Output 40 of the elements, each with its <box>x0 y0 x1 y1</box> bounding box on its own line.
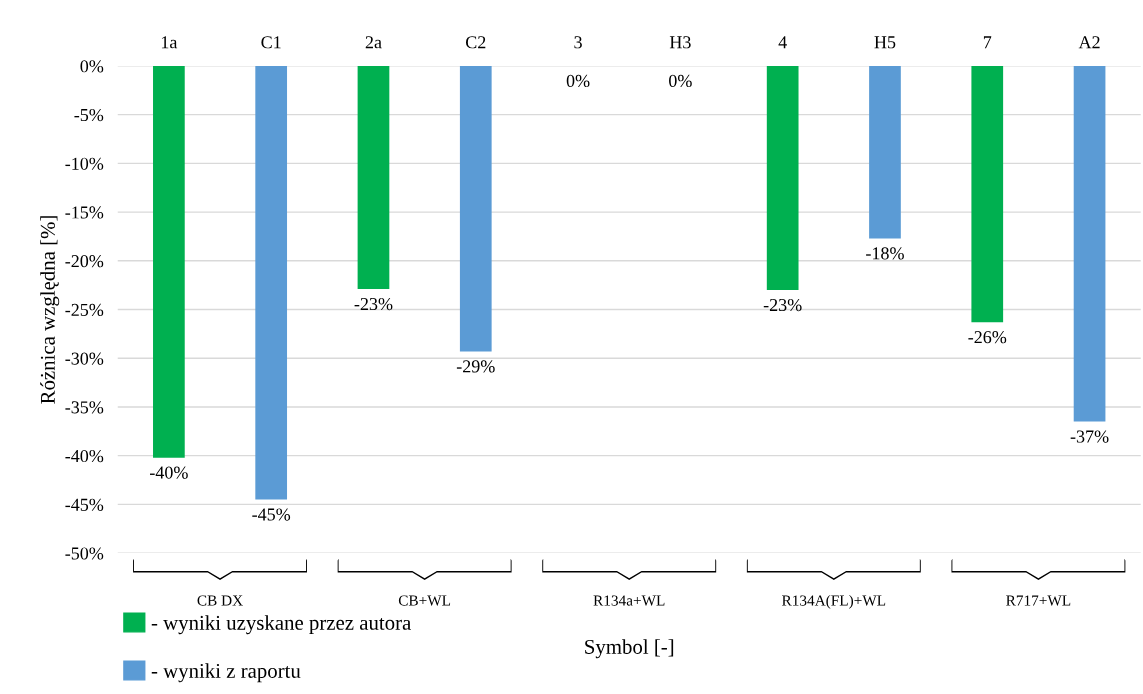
data-label: -45% <box>252 508 291 521</box>
data-label: -23% <box>763 298 802 312</box>
text: CB DX <box>197 595 243 606</box>
y-tick-label: -45% <box>65 498 104 511</box>
x-tick-label: C1 <box>261 36 281 49</box>
x-tick-label: H3 <box>669 36 691 49</box>
y-tick-label: -25% <box>65 303 104 317</box>
y-tick-label: -5% <box>74 108 104 122</box>
data-label: -26% <box>968 331 1007 344</box>
x-tick-label: 7 <box>983 36 992 49</box>
text: CB+WL <box>398 595 451 606</box>
x-tick-label: 1a <box>161 36 178 49</box>
x-tick-label: 2a <box>365 36 382 49</box>
y-tick-label: -20% <box>65 255 104 268</box>
x-tick-label: 3 <box>574 36 582 49</box>
text: R134a+WL <box>593 595 665 606</box>
data-label: 0% <box>566 74 590 88</box>
y-axis-title: Różnica względna [%] <box>40 216 60 404</box>
x-tick-label: C2 <box>465 36 486 49</box>
y-tick-label: -15% <box>65 206 104 219</box>
y-tick-label: -30% <box>65 352 104 365</box>
data-label: -18% <box>866 247 904 260</box>
text: R717+WL <box>1006 595 1071 606</box>
y-tick-label: -35% <box>65 401 104 414</box>
data-label: -37% <box>1070 430 1109 443</box>
data-label: -40% <box>150 466 188 479</box>
x-tick-label: H5 <box>874 36 896 49</box>
y-tick-label: 0% <box>80 60 104 73</box>
text: R134A(FL)+WL <box>782 594 886 609</box>
y-tick-label: -40% <box>65 449 104 463</box>
data-label: -23% <box>354 297 393 311</box>
x-tick-label: A2 <box>1078 36 1100 49</box>
legend-label: - wyniki uzyskane przez autora <box>151 615 412 635</box>
y-tick-label: -50% <box>65 547 104 560</box>
data-label: -29% <box>456 360 495 373</box>
x-tick-label: 4 <box>778 36 787 49</box>
data-label: 0% <box>669 74 692 88</box>
x-axis-title: Symbol [-] <box>585 639 674 659</box>
legend-label: - wyniki z raportu <box>151 663 301 683</box>
y-tick-label: -10% <box>65 157 104 170</box>
